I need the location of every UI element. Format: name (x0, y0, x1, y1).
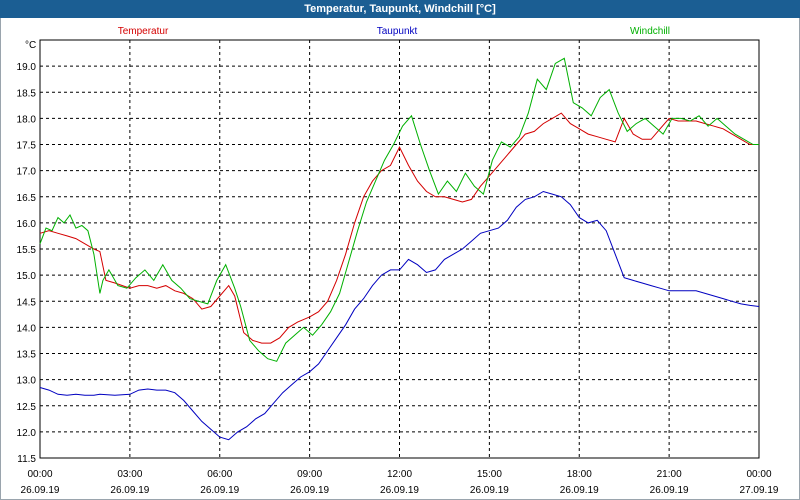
x-tick-time: 00:00 (746, 469, 771, 480)
y-tick-label: 12.5 (17, 402, 37, 413)
x-tick-date: 26.09.19 (110, 485, 149, 496)
y-tick-label: 17.0 (17, 167, 37, 178)
series-lines (39, 57, 760, 441)
y-tick-label: 16.5 (17, 193, 37, 204)
x-tick-date: 26.09.19 (560, 485, 599, 496)
x-tick-time: 00:00 (27, 469, 52, 480)
x-tick-date: 26.09.19 (290, 485, 329, 496)
y-tick-label: 16.0 (17, 219, 37, 230)
y-tick-label: 18.5 (17, 88, 37, 99)
y-tick-label: 13.5 (17, 350, 37, 361)
y-tick-label: 15.0 (17, 271, 37, 282)
legend-windchill: Windchill (630, 26, 670, 37)
y-tick-label: 17.5 (17, 141, 37, 152)
legend-taupunkt: Taupunkt (377, 26, 418, 37)
x-axis-ticks: 00:00 26.09.19 03:00 26.09.19 06:00 26.09.19 0… (21, 469, 779, 496)
chart-title: Temperatur, Taupunkt, Windchill [°C] (0, 0, 800, 18)
y-tick-label: 18.0 (17, 114, 37, 125)
x-tick-date: 26.09.19 (650, 485, 689, 496)
x-tick-date: 26.09.19 (200, 485, 239, 496)
x-tick-time: 21:00 (657, 469, 682, 480)
series-line-windchill (39, 57, 759, 362)
y-tick-label: 14.0 (17, 323, 37, 334)
series-line-taupunkt (39, 190, 760, 441)
x-tick-time: 18:00 (567, 469, 592, 480)
y-tick-label: 11.5 (17, 454, 36, 465)
y-tick-label: 14.5 (17, 297, 37, 308)
x-tick-date: 26.09.19 (470, 485, 509, 496)
x-tick-time: 06:00 (207, 469, 232, 480)
x-tick-time: 09:00 (297, 469, 322, 480)
y-axis-unit: °C (25, 40, 36, 51)
y-tick-label: 12.0 (17, 428, 37, 439)
x-tick-date: 26.09.19 (21, 485, 60, 496)
x-tick-time: 15:00 (477, 469, 502, 480)
plot-area (39, 39, 760, 459)
x-tick-date: 27.09.19 (740, 485, 779, 496)
x-tick-time: 12:00 (387, 469, 412, 480)
y-tick-label: 19.0 (17, 62, 37, 73)
series-line-temperatur (39, 112, 759, 344)
x-tick-date: 26.09.19 (380, 485, 419, 496)
grid-lines (40, 40, 759, 458)
y-axis-ticks: 19.0 18.5 18.0 17.5 17.0 16.5 16.0 15.5 15.0 14.5… (17, 62, 37, 465)
y-tick-label: 13.0 (17, 376, 37, 387)
legend-temperatur: Temperatur (118, 26, 169, 37)
legend: Temperatur Taupunkt Windchill (118, 26, 670, 37)
y-tick-label: 15.5 (17, 245, 37, 256)
x-tick-time: 03:00 (117, 469, 142, 480)
